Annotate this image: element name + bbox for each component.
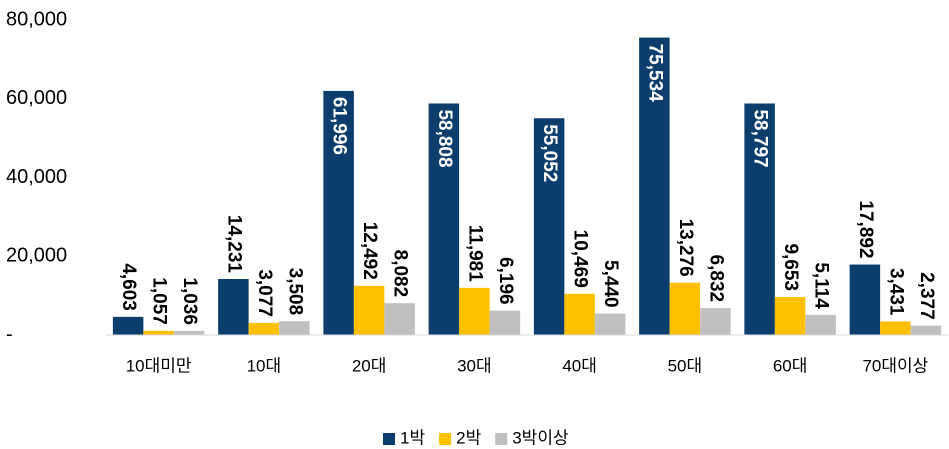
bar	[700, 308, 731, 335]
value-label: 75,534	[644, 44, 665, 103]
value-label: 12,492	[359, 222, 380, 280]
value-label: 11,981	[464, 225, 485, 282]
y-tick-label: -	[6, 323, 13, 345]
x-tick-label: 10대	[247, 356, 282, 375]
x-tick-label: 50대	[668, 356, 703, 375]
legend-swatch	[439, 433, 452, 445]
bar	[533, 118, 565, 335]
bar	[744, 103, 775, 335]
bar	[805, 314, 836, 335]
bar	[112, 316, 144, 335]
x-tick-label: 40대	[562, 356, 597, 375]
x-tick-label: 20대	[352, 356, 387, 375]
bar	[910, 325, 942, 335]
bar	[218, 278, 249, 335]
bar	[594, 313, 626, 335]
value-label: 6,196	[495, 257, 516, 305]
bar	[489, 310, 521, 335]
value-label: 61,996	[329, 97, 350, 155]
value-label: 5,114	[811, 262, 832, 309]
legend-label: 3박이상	[512, 428, 569, 447]
legend-swatch	[495, 433, 508, 445]
bar	[774, 296, 806, 335]
y-tick-label: 40,000	[6, 166, 67, 188]
value-label: 6,832	[705, 255, 726, 303]
x-tick-label: 70대이상	[862, 356, 928, 375]
value-label: 3,431	[885, 268, 906, 316]
value-label: 8,082	[390, 250, 411, 298]
bar	[143, 330, 174, 335]
value-label: 4,603	[118, 263, 139, 311]
value-label: 14,231	[223, 215, 244, 274]
bar	[639, 37, 670, 336]
bar	[459, 287, 490, 335]
legend-label: 1박	[400, 428, 425, 447]
value-label: 58,808	[434, 109, 455, 167]
value-label: 3,508	[284, 268, 305, 316]
x-tick-label: 60대	[773, 356, 808, 375]
x-tick-label: 10대미만	[126, 356, 192, 375]
bar	[248, 322, 280, 335]
legend-label: 2박	[456, 428, 481, 447]
value-label: 10,469	[570, 230, 591, 288]
bar	[849, 264, 881, 335]
value-label: 17,892	[855, 200, 876, 258]
bar	[428, 103, 460, 335]
bar	[880, 321, 911, 335]
value-label: 1,057	[149, 277, 170, 325]
y-tick-label: 20,000	[6, 245, 67, 267]
bar	[279, 321, 310, 335]
value-label: 13,276	[675, 219, 696, 277]
x-tick-label: 30대	[457, 356, 492, 375]
y-tick-label: 60,000	[6, 87, 67, 109]
value-label: 3,077	[254, 269, 275, 317]
y-tick-label: 80,000	[6, 8, 67, 30]
bar	[564, 293, 595, 335]
bar	[353, 285, 385, 335]
value-label: 9,653	[780, 243, 801, 291]
bar	[384, 303, 415, 335]
value-label: 5,440	[600, 260, 621, 308]
legend-swatch	[383, 433, 395, 445]
value-label: 58,797	[750, 109, 771, 167]
value-label: 55,052	[539, 124, 560, 182]
bar	[323, 90, 354, 335]
value-label: 1,036	[179, 277, 200, 325]
value-label: 2,377	[916, 272, 937, 320]
bar	[173, 330, 205, 335]
bar	[669, 282, 701, 335]
